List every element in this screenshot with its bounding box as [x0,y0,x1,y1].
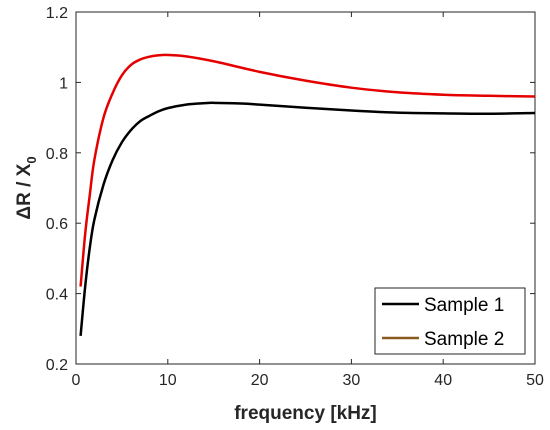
y-tick-label: 0.4 [46,287,68,304]
legend: Sample 1 Sample 2 [374,287,526,355]
y-tick-label: 0.6 [46,216,68,233]
y-axis-label-subscript: 0 [24,156,39,163]
y-tick-label: 1 [59,75,68,92]
x-tick-label: 50 [526,372,544,389]
y-axis-label: ΔR / X0 [14,156,39,219]
x-tick-label: 30 [343,372,361,389]
y-tick-label: 0.8 [46,146,68,163]
y-axis-label-main: ΔR / X [14,163,35,219]
axis-ticks: 0 10 20 30 40 50 0.2 0.4 0.6 0.8 1 1.2 [46,5,544,389]
series-line-sample-1 [79,101,536,336]
x-tick-label: 0 [72,372,81,389]
x-tick-label: 20 [251,372,269,389]
series-layer [79,53,536,336]
legend-label-sample-1: Sample 1 [424,295,504,316]
y-tick-label: 0.2 [46,357,68,374]
x-tick-label: 10 [159,372,177,389]
x-axis-label: frequency [kHz] [234,403,377,424]
x-tick-label: 40 [434,372,452,389]
legend-label-sample-2: Sample 2 [424,329,504,350]
series-line-sample-2 [79,53,536,287]
y-tick-label: 1.2 [46,5,68,22]
legend-box [374,287,526,355]
